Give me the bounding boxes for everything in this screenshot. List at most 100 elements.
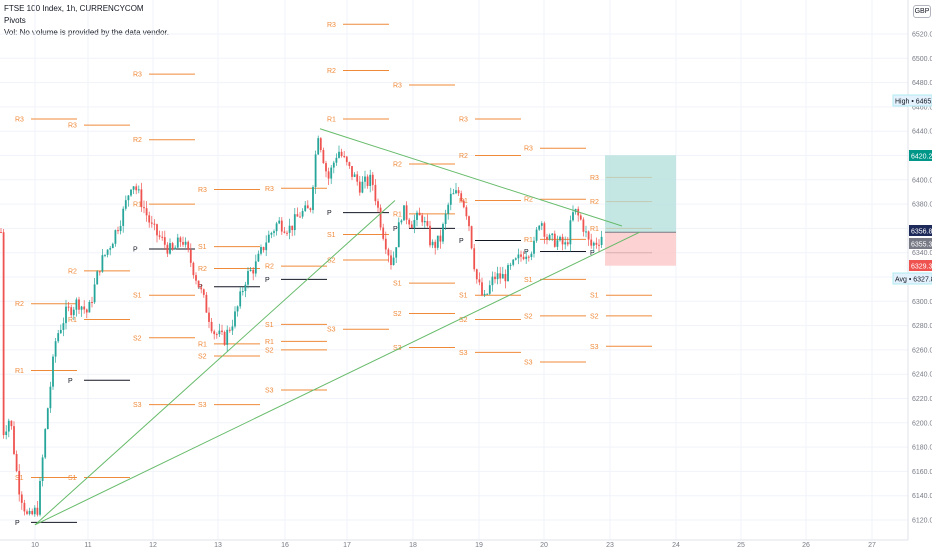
- candle-body: [260, 247, 262, 254]
- candle-body: [449, 193, 452, 205]
- candle-body: [390, 255, 392, 265]
- candle-body: [455, 190, 457, 194]
- x-tick-label: 17: [343, 542, 351, 549]
- x-tick-label: 16: [281, 542, 289, 549]
- pivot-label-r3: R3: [590, 175, 599, 182]
- legend-volume-note: Vol: No volume is provided by the data v…: [4, 28, 169, 37]
- candle-body: [553, 233, 556, 247]
- candle-body: [520, 254, 522, 257]
- currency-badge[interactable]: GBP: [913, 5, 931, 18]
- candle-body: [182, 242, 184, 245]
- trendline: [34, 200, 396, 526]
- pivot-label-r1: R1: [327, 117, 336, 124]
- candle-body: [59, 329, 62, 334]
- candle-body: [127, 195, 130, 201]
- candle-body: [319, 138, 322, 151]
- candle-body: [2, 232, 5, 436]
- legend-indicator: Pivots: [4, 16, 26, 25]
- candle-body: [26, 511, 28, 514]
- price-marker: [909, 260, 932, 271]
- x-tick-label: 13: [214, 542, 222, 549]
- candle-body: [416, 212, 418, 220]
- candle-body: [525, 256, 528, 260]
- candle-body: [358, 181, 361, 193]
- candle-body: [304, 205, 307, 211]
- candle-body: [215, 334, 218, 336]
- candle-body: [52, 356, 54, 387]
- candle-body: [39, 480, 41, 515]
- candle-body: [176, 237, 179, 248]
- candle-body: [397, 222, 400, 248]
- candle-body: [587, 231, 590, 240]
- pivot-label-s2: S2: [133, 335, 142, 342]
- candle-body: [161, 236, 164, 238]
- pivot-label-r3: R3: [393, 83, 402, 90]
- candle-body: [72, 309, 75, 316]
- pivot-label-s3: S3: [327, 327, 336, 334]
- pivot-label-s2: S2: [327, 257, 336, 264]
- x-tick-label: 26: [802, 542, 810, 549]
- candle-body: [249, 269, 252, 272]
- candle-body: [200, 287, 203, 290]
- pivot-label-r1: R1: [15, 368, 24, 375]
- pivot-label-r1: R1: [524, 237, 533, 244]
- candle-body: [44, 429, 47, 458]
- candle-body: [179, 237, 182, 243]
- y-tick-label: 6340.0: [912, 250, 932, 257]
- candle-body: [88, 302, 91, 313]
- pivot-label-r2: R2: [327, 68, 336, 75]
- candle-body: [379, 207, 382, 228]
- candle-body: [15, 454, 18, 471]
- candle-body: [572, 212, 574, 221]
- candle-body: [447, 204, 450, 214]
- y-tick-label: 6440.0: [912, 129, 932, 136]
- pivot-label-p: P: [393, 226, 398, 233]
- pivot-label-r2: R2: [590, 199, 599, 206]
- candle-body: [192, 262, 195, 276]
- candle-body: [257, 253, 260, 262]
- candle-body: [332, 162, 335, 168]
- candle-body: [460, 193, 463, 201]
- candle-body: [57, 333, 60, 342]
- pivot-label-r1: R1: [133, 202, 142, 209]
- candle-body: [104, 254, 106, 256]
- candle-body: [470, 226, 473, 249]
- pivot-label-s3: S3: [133, 402, 142, 409]
- candle-body: [54, 341, 57, 357]
- candle-body: [403, 205, 405, 221]
- pivot-label-p: P: [133, 247, 138, 254]
- candle-body: [205, 294, 208, 313]
- legend-title: FTSE 100 Index, 1h, CURRENCYCOM: [4, 4, 144, 13]
- pivot-label-s3: S3: [459, 350, 468, 357]
- candle-body: [153, 223, 156, 225]
- pivot-label-s2: S2: [524, 313, 533, 320]
- pivot-label-s1: S1: [265, 322, 274, 329]
- candle-body: [335, 157, 338, 163]
- x-tick-label: 19: [475, 542, 483, 549]
- pivot-label-r3: R3: [524, 146, 533, 153]
- y-tick-label: 6140.0: [912, 493, 932, 500]
- candle-body: [234, 311, 236, 327]
- pivot-label-r3: R3: [459, 117, 468, 124]
- candle-body: [36, 507, 39, 515]
- chart-legend: FTSE 100 Index, 1h, CURRENCYCOM Pivots V…: [4, 3, 169, 39]
- candle-body: [431, 241, 434, 246]
- candle-body: [377, 201, 379, 208]
- candle-body: [317, 138, 320, 155]
- y-tick-label: 6460.0: [912, 104, 932, 111]
- candle-body: [145, 208, 148, 216]
- pivot-label-r2: R2: [265, 264, 274, 271]
- candle-body: [496, 273, 499, 280]
- candle-body: [75, 299, 78, 310]
- candle-body: [293, 214, 296, 231]
- x-tick-label: 18: [409, 542, 417, 549]
- pivot-label-r3: R3: [15, 117, 24, 124]
- candle-body: [314, 154, 317, 188]
- y-tick-label: 6480.0: [912, 80, 932, 87]
- candle-body: [468, 216, 470, 227]
- y-tick-label: 6220.0: [912, 396, 932, 403]
- candle-body: [28, 510, 31, 514]
- candle-body: [400, 220, 403, 223]
- candle-body: [286, 232, 288, 234]
